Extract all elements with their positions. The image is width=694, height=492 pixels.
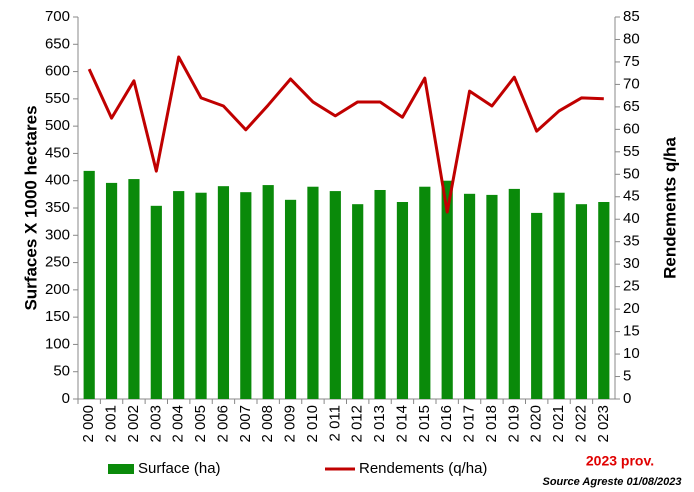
bar [575,204,588,399]
x-tick-label: 2 015 [416,405,433,443]
x-tick-label: 2 018 [483,405,500,443]
y-tick-label: 450 [45,144,70,161]
x-tick-label: 2 010 [304,405,321,443]
y2-tick-label: 80 [623,30,640,47]
y2-tick-label: 45 [623,188,640,205]
bar [128,179,140,399]
x-tick-label: 2 019 [505,405,522,443]
source-note: Source Agreste 01/08/2023 [542,476,681,488]
y-tick-label: 100 [45,335,70,352]
bar [553,192,565,399]
y2-tick-label: 65 [623,98,640,115]
x-tick-label: 2 003 [147,405,164,443]
y-tick-label: 650 [45,35,70,52]
y-tick-label: 550 [45,90,70,107]
y2-tick-label: 25 [623,278,640,295]
legend-label: Surface (ha) [138,460,221,477]
y2-axis-title: Rendements q/ha [660,137,679,279]
annotation: 2023 prov. [586,453,654,469]
bar [374,189,386,399]
line [87,55,604,214]
bar [598,201,610,399]
legend-label: Rendements (q/ha) [359,460,487,477]
y-tick-label: 0 [62,390,70,407]
y2-tick-label: 5 [623,367,631,384]
bar [217,186,230,399]
y-tick-label: 200 [45,281,70,298]
x-tick-label: 2 005 [192,405,209,443]
y2-tick-label: 55 [623,143,640,160]
y2-tick-label: 15 [623,323,640,340]
x-tick-label: 2 006 [214,405,231,443]
y-axis-title: Surfaces X 1000 hectares [21,105,40,310]
bar [486,194,498,399]
y2-tick-label: 75 [623,53,640,70]
x-tick-label: 2 002 [125,405,142,443]
y-tick-label: 700 [45,8,70,25]
y2-tick-label: 20 [623,300,640,317]
x-tick-label: 2 004 [170,405,187,443]
x-tick-label: 2 007 [237,405,254,443]
y2-tick-label: 85 [623,8,640,25]
x-tick-label: 2 021 [550,405,567,443]
x-tick-label: 2 014 [393,405,410,443]
y-tick-label: 300 [45,226,70,243]
y-tick-label: 400 [45,172,70,189]
bar [262,185,274,399]
bar [173,191,185,399]
y-tick-label: 350 [45,199,70,216]
bar [419,186,431,399]
x-tick-label: 2 016 [438,405,455,443]
bar [463,193,476,399]
legend-swatch [108,464,134,474]
x-tick-label: 2 022 [572,405,589,443]
bar [531,212,543,399]
x-tick-label: 2 017 [461,405,478,443]
x-tick-label: 2 008 [259,405,276,443]
x-tick-label: 2 012 [349,405,366,443]
bar [441,180,453,399]
bar [240,192,252,399]
bar [150,205,162,399]
bar [105,182,118,399]
y2-tick-label: 70 [623,75,640,92]
bar [83,170,95,399]
x-tick-label: 2 011 [326,405,343,441]
bar [195,192,207,399]
y-tick-label: 50 [53,363,70,380]
bar [508,188,520,399]
y-tick-label: 600 [45,63,70,80]
x-tick-label: 2 001 [103,405,120,443]
x-tick-label: 2 009 [282,405,299,443]
y2-tick-label: 30 [623,255,640,272]
y-tick-label: 250 [45,254,70,271]
bar [396,201,409,399]
y2-tick-label: 35 [623,233,640,250]
y2-tick-label: 10 [623,345,640,362]
bar [329,191,341,399]
y2-tick-label: 0 [623,390,631,407]
y2-tick-label: 50 [623,165,640,182]
y-tick-label: 150 [45,308,70,325]
y2-tick-label: 40 [623,210,640,227]
x-tick-label: 2 020 [528,405,545,443]
y-tick-label: 500 [45,117,70,134]
x-tick-label: 2 013 [371,405,388,443]
x-tick-label: 2 023 [595,405,612,443]
bar [307,186,319,399]
y2-tick-label: 60 [623,120,640,137]
bar [352,204,364,399]
bar [284,199,297,399]
x-tick-label: 2 000 [80,405,97,443]
